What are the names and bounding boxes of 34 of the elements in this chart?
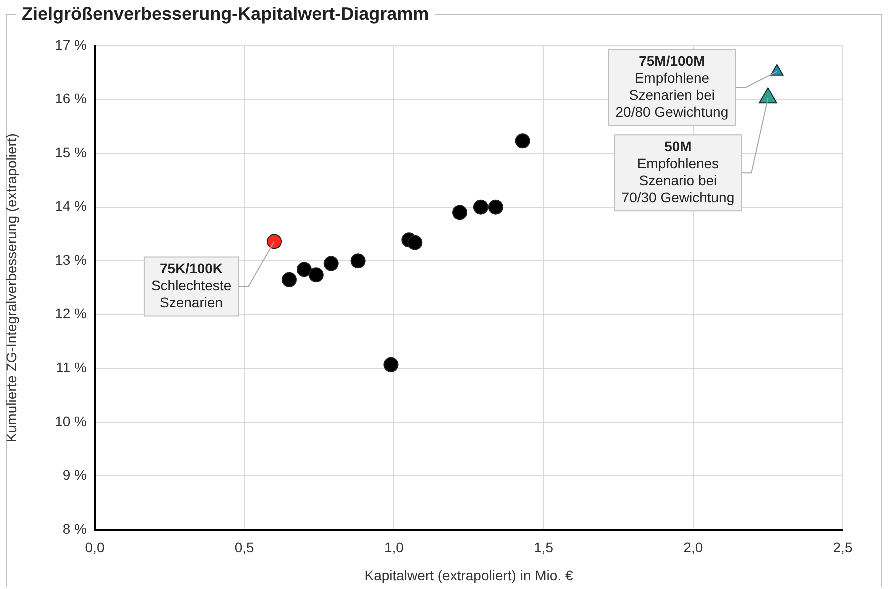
x-tick-label: 1,0 [384, 539, 404, 556]
y-tick-label: 14 % [55, 198, 87, 214]
point [296, 262, 312, 278]
point [408, 235, 423, 250]
y-tick-label: 9 % [62, 467, 87, 484]
point [488, 200, 504, 215]
y-tick-label: 8 % [62, 520, 87, 537]
y-axis-title: Kumulierte ZG-Integralverbesserung (extrapoliert) [3, 134, 20, 442]
point [308, 268, 324, 283]
point [282, 272, 297, 288]
point [473, 200, 488, 215]
annotation: 75K/100K Schlechteste Szenarien [151, 260, 232, 311]
x-tick-label: 2,0 [684, 539, 704, 556]
y-tick-label: 16 % [55, 90, 87, 107]
annotation: 75M/100M Empfohlene Szenarien bei 20/80 Gewichtung [616, 53, 729, 120]
x-tick-label: 0,5 [234, 539, 255, 556]
point [267, 234, 282, 250]
x-axis-title: Kapitalwert (extrapoliert) in Mio. € [364, 567, 574, 584]
x-tick-label: 1,5 [534, 539, 554, 556]
point [384, 357, 399, 372]
y-tick-label: 17 % [55, 36, 87, 53]
chart-title: Zielgrößenverbesserung-Kapitalwert-Diagramm [16, 4, 436, 25]
point [515, 134, 530, 149]
point [350, 254, 366, 269]
x-tick-label: 2,5 [833, 539, 853, 556]
y-tick-label: 11 % [56, 360, 87, 376]
y-tick-label: 12 % [55, 306, 87, 322]
y-tick-label: 10 % [55, 413, 87, 430]
point [324, 256, 339, 272]
point [452, 205, 468, 220]
y-tick-label: 13 % [55, 252, 87, 268]
x-tick-label: 0,0 [85, 539, 105, 556]
annotation: 50M Empfohlenes Szenario bei 70/30 Gewichtung [622, 138, 735, 206]
y-tick-label: 15 % [55, 144, 87, 160]
